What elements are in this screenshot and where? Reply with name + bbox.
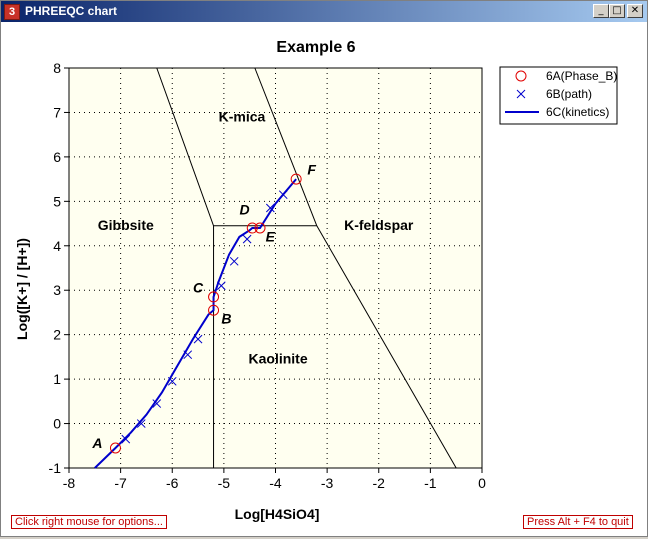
x-tick-label: -1 [424, 475, 437, 491]
chart-area[interactable]: Example 6 Log[H4SiO4] Log([K+] / [H+]) -… [4, 23, 644, 534]
x-tick-label: 0 [478, 475, 486, 491]
phase-marker [246, 222, 258, 234]
region-label: K-feldspar [344, 217, 414, 233]
kinetics-series-line [94, 178, 297, 469]
chart-svg: Example 6 Log[H4SiO4] Log([K+] / [H+]) -… [14, 39, 618, 522]
y-tick-label: 4 [53, 238, 61, 254]
y-tick-label: 1 [53, 371, 61, 387]
x-tick-label: -5 [218, 475, 231, 491]
y-tick-label: 3 [53, 282, 61, 298]
options-hint-button[interactable]: Click right mouse for options... [11, 515, 167, 529]
path-marker [216, 281, 226, 291]
path-marker [167, 376, 177, 386]
phase-marker [208, 291, 220, 303]
maximize-button[interactable]: □ [609, 4, 625, 18]
y-tick-label: 2 [53, 327, 61, 343]
path-marker-stroke [265, 203, 275, 213]
phase-marker [254, 222, 266, 234]
phase-marker [290, 173, 302, 185]
x-tick-label: -4 [269, 475, 282, 491]
region-label: Gibbsite [98, 217, 154, 233]
path-marker-stroke [516, 89, 526, 99]
x-tick-label: -2 [373, 475, 386, 491]
path-marker-stroke [183, 350, 193, 360]
path-marker [193, 334, 203, 344]
point-label: D [239, 202, 249, 218]
legend-entry-label: 6A(Phase_B) [546, 69, 617, 83]
y-tick-label: 0 [53, 416, 61, 432]
path-marker-stroke [193, 334, 203, 344]
legend-entry-label: 6C(kinetics) [546, 105, 609, 119]
minimize-button[interactable]: _ [593, 4, 609, 18]
path-marker [152, 399, 162, 408]
x-tick-label: -7 [114, 475, 127, 491]
path-marker [136, 419, 146, 428]
title-bar[interactable]: 3 PHREEQC chart _ □ ✕ [1, 1, 647, 22]
region-label: Kaolinite [249, 351, 308, 367]
path-marker-stroke [242, 234, 252, 244]
path-marker-stroke [121, 434, 131, 444]
x-axis-label: Log[H4SiO4] [235, 506, 320, 522]
window-title: PHREEQC chart [25, 4, 118, 18]
path-marker [265, 203, 275, 213]
chart-title: Example 6 [276, 39, 355, 56]
path-marker-stroke [229, 256, 239, 266]
path-marker [183, 350, 193, 360]
y-tick-label: 8 [53, 60, 61, 76]
point-label: A [91, 435, 102, 451]
path-marker-stroke [216, 281, 226, 291]
path-marker [278, 190, 288, 200]
path-marker-stroke [167, 376, 177, 386]
phase-marker [109, 442, 121, 454]
phase-boundary-line [254, 67, 318, 226]
point-label: F [307, 162, 316, 178]
x-tick-label: -6 [166, 475, 179, 491]
y-tick-label: 7 [53, 104, 61, 120]
y-tick-label: -1 [49, 460, 62, 476]
legend-path-marker [516, 89, 526, 99]
legend-entry-label: 6B(path) [546, 87, 592, 101]
y-axis-label: Log([K+] / [H+]) [14, 238, 30, 340]
path-marker [121, 434, 131, 444]
path-marker [229, 256, 239, 266]
y-tick-label: 5 [53, 193, 61, 209]
x-tick-label: -8 [63, 475, 76, 491]
point-label: C [193, 279, 204, 295]
phase-marker [208, 304, 220, 316]
path-marker-stroke [152, 399, 162, 408]
x-tick-label: -3 [321, 475, 334, 491]
path-marker-stroke [278, 190, 288, 200]
legend-phase-marker [515, 70, 527, 82]
close-button[interactable]: ✕ [627, 4, 643, 18]
path-marker [242, 234, 252, 244]
point-label: E [266, 228, 276, 244]
y-tick-label: 6 [53, 149, 61, 165]
region-label: K-mica [219, 108, 266, 124]
path-marker-stroke [136, 419, 146, 428]
app-icon[interactable]: 3 [4, 4, 20, 20]
point-label: B [221, 311, 231, 327]
phase-boundary-line [316, 225, 457, 469]
quit-hint-button[interactable]: Press Alt + F4 to quit [523, 515, 633, 529]
